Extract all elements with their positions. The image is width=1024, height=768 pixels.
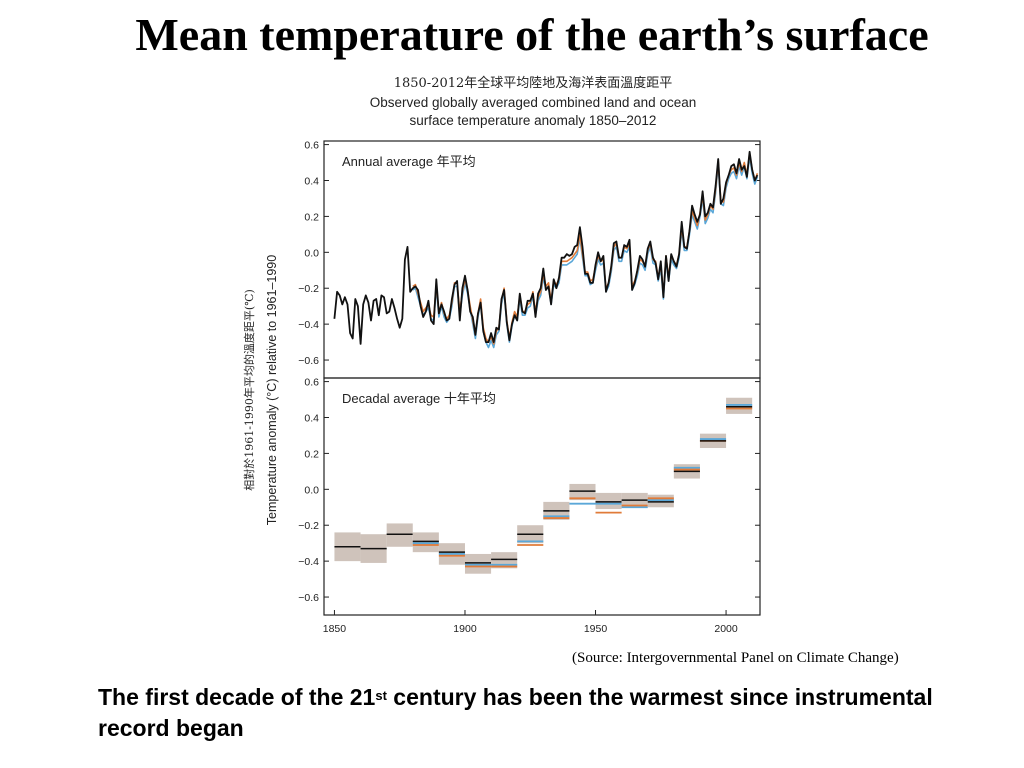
y-tick-label: 0.4: [304, 413, 319, 425]
x-tick-label: 1900: [453, 623, 477, 635]
y-tick-label: 0.0: [304, 484, 319, 496]
decade-uncertainty-box: [595, 492, 622, 510]
annual-series-line-2: [412, 156, 759, 349]
y-tick-label: 0.0: [304, 247, 319, 259]
temperature-anomaly-chart: 相對於1961-1990年平均的溫度距平(℃) Temperature anom…: [242, 140, 761, 635]
y-tick-label: −0.2: [298, 283, 319, 295]
y-tick-label: −0.4: [298, 319, 319, 331]
x-tick-label: 1950: [584, 623, 608, 635]
annual-series-line-0: [333, 150, 759, 345]
y-tick-label: −0.6: [298, 355, 319, 367]
decade-uncertainty-box: [386, 523, 413, 547]
annual-average-panel: 0.6 0.4 0.2 0.0 −0.2 −0.4 −0.6 Annual average 年…: [298, 140, 761, 379]
y-tick-label: 0.6: [304, 140, 319, 152]
figure-title-chinese: 1850-2012年全球平均陸地及海洋表面溫度距平: [393, 76, 673, 91]
panel-frame: [323, 377, 761, 616]
slide-title: Mean temperature of the earth’s surface: [135, 9, 929, 60]
y-tick-label: 0.6: [304, 377, 319, 389]
figure-title-english-line1: Observed globally averaged combined land…: [369, 95, 697, 110]
panel-title: Annual average 年平均: [342, 154, 476, 169]
decade-uncertainty-box: [569, 483, 596, 501]
y-axis-label-chinese: 相對於1961-1990年平均的溫度距平(℃): [242, 289, 256, 491]
y-tick-label: −0.4: [298, 556, 319, 568]
panel-frame: [323, 140, 761, 379]
x-tick-label: 1850: [323, 623, 347, 635]
y-tick-label: −0.6: [298, 592, 319, 604]
figure-title-english-line2: surface temperature anomaly 1850–2012: [409, 113, 657, 128]
y-tick-label: 0.2: [304, 448, 319, 460]
x-tick-label: 2000: [714, 623, 738, 635]
source-citation: (Source: Intergovernmental Panel on Clim…: [572, 650, 899, 666]
footer-text-end: century has been the warmest since instr…: [98, 684, 933, 741]
footer-ordinal-suffix: st: [375, 688, 387, 703]
y-tick-label: −0.2: [298, 520, 319, 532]
y-axis-label: Temperature anomaly (°C) relative to 196…: [265, 255, 279, 525]
footer-text-start: The first decade of the 21: [98, 684, 376, 710]
annual-series-line-1: [412, 152, 759, 345]
decadal-average-panel: 0.6 0.4 0.2 0.0 −0.2 −0.4 −0.6 Decadal average …: [298, 377, 761, 635]
panel-title: Decadal average 十年平均: [342, 391, 496, 406]
y-tick-label: 0.4: [304, 176, 319, 188]
y-tick-label: 0.2: [304, 211, 319, 223]
footer-statement: The first decade of the 21st century has…: [98, 682, 998, 744]
